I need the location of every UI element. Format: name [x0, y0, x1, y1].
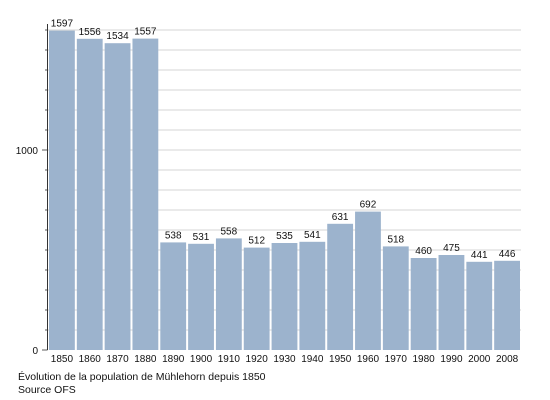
y-tick-0: 0	[32, 346, 38, 357]
data-label-1890: 538	[165, 230, 182, 241]
bar-1940	[299, 241, 326, 350]
bar-2008	[494, 260, 520, 350]
x-tick-1850: 1850	[51, 354, 74, 365]
x-tick-2008: 2008	[496, 354, 519, 365]
bar-1910	[215, 238, 242, 350]
bar-1920	[243, 247, 270, 350]
data-label-1960: 692	[360, 200, 377, 211]
x-tick-1930: 1930	[273, 354, 296, 365]
chart-source: Source OFS	[18, 384, 76, 396]
data-label-1910: 558	[221, 226, 238, 237]
data-label-1920: 512	[248, 236, 265, 247]
x-tick-labels: 1850 1860 1870 1880 1890 1900 1910 1920 1930 1940…	[51, 354, 519, 365]
data-label-1970: 518	[387, 234, 404, 245]
bar-1900	[188, 243, 214, 350]
x-tick-1900: 1900	[190, 354, 213, 365]
bar-1870	[104, 43, 131, 350]
bar-1980	[410, 258, 437, 350]
bar-1850	[49, 30, 75, 350]
bar-1970	[382, 246, 409, 350]
x-tick-1940: 1940	[301, 354, 324, 365]
y-axis: 0 1000	[16, 24, 48, 357]
bar-1990	[438, 255, 465, 350]
bar-1890	[160, 242, 187, 350]
x-tick-1880: 1880	[134, 354, 157, 365]
data-label-1860: 1556	[79, 27, 102, 38]
data-label-1850: 1597	[51, 19, 74, 30]
chart-caption: Évolution de la population de Mühlehorn …	[18, 371, 266, 383]
data-label-1930: 535	[276, 231, 293, 242]
data-labels: 1597 1556 1534 1557 538 531 558 512 535 541 631 692…	[51, 19, 516, 261]
x-tick-1920: 1920	[246, 354, 269, 365]
data-label-1880: 1557	[134, 27, 157, 38]
x-tick-1990: 1990	[440, 354, 463, 365]
bar-1950	[327, 223, 354, 350]
x-tick-1870: 1870	[106, 354, 129, 365]
bars	[49, 30, 520, 351]
data-label-1870: 1534	[106, 31, 129, 42]
x-tick-1980: 1980	[412, 354, 435, 365]
data-label-2008: 446	[499, 249, 516, 260]
bar-1880	[132, 38, 159, 350]
x-tick-1960: 1960	[357, 354, 380, 365]
bar-1960	[355, 211, 381, 350]
bar-2000	[466, 261, 493, 350]
x-tick-1890: 1890	[162, 354, 185, 365]
data-label-1900: 531	[193, 232, 210, 243]
x-tick-1970: 1970	[385, 354, 408, 365]
x-tick-1950: 1950	[329, 354, 352, 365]
data-label-1950: 631	[332, 212, 349, 223]
data-label-1990: 475	[443, 243, 460, 254]
x-tick-1860: 1860	[79, 354, 102, 365]
data-label-1940: 541	[304, 230, 321, 241]
bar-1860	[76, 38, 103, 351]
data-label-1980: 460	[415, 246, 432, 257]
y-tick-1000: 1000	[16, 146, 39, 157]
x-tick-2000: 2000	[468, 354, 491, 365]
data-label-2000: 441	[471, 250, 488, 261]
x-tick-1910: 1910	[218, 354, 241, 365]
bar-1930	[271, 243, 298, 350]
